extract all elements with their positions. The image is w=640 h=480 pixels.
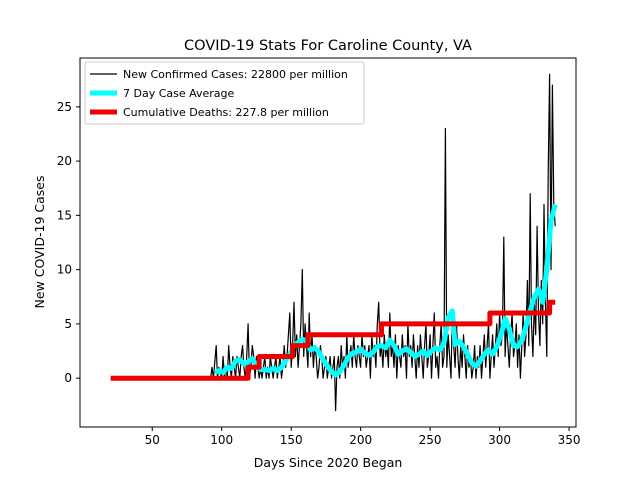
y-axis-label: New COVID-19 Cases xyxy=(32,176,47,309)
y-tick-label: 15 xyxy=(57,208,72,222)
x-tick-label: 250 xyxy=(419,433,442,447)
plot-area xyxy=(110,73,558,412)
x-axis: 50 100 150 200 250 300 350 xyxy=(145,427,581,447)
legend-label-new-cases: New Confirmed Cases: 22800 per million xyxy=(123,68,348,81)
series-7-day-case-average xyxy=(213,203,558,378)
x-tick-label: 350 xyxy=(558,433,581,447)
legend-box xyxy=(84,61,365,125)
y-tick-label: 25 xyxy=(57,100,72,114)
x-tick-label: 200 xyxy=(349,433,372,447)
x-tick-label: 50 xyxy=(145,433,160,447)
y-tick-label: 20 xyxy=(57,154,72,168)
legend-label-cumulative-deaths: Cumulative Deaths: 227.8 per million xyxy=(123,106,329,119)
legend: New Confirmed Cases: 22800 per million 7… xyxy=(84,61,365,125)
y-tick-label: 0 xyxy=(64,371,72,385)
x-tick-label: 150 xyxy=(280,433,303,447)
legend-label-7-day-average: 7 Day Case Average xyxy=(123,87,235,100)
series-new-confirmed-cases xyxy=(110,73,556,412)
plot-frame xyxy=(79,57,577,428)
y-tick-label: 5 xyxy=(64,317,72,331)
x-tick-label: 100 xyxy=(210,433,233,447)
y-tick-label: 10 xyxy=(57,263,72,277)
x-tick-label: 300 xyxy=(488,433,511,447)
x-axis-label: Days Since 2020 Began xyxy=(254,455,403,470)
series-cumulative-deaths xyxy=(110,299,556,381)
chart-title: COVID-19 Stats For Caroline County, VA xyxy=(184,38,472,54)
y-axis: 0 5 10 15 20 25 xyxy=(57,100,80,385)
